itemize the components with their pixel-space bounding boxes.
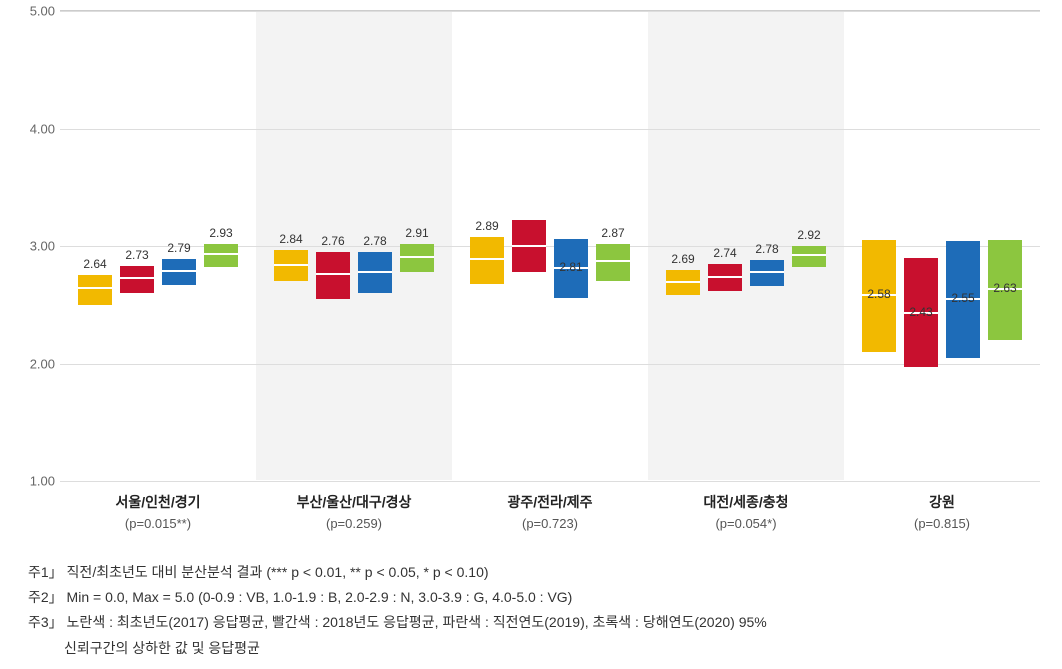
mean-line xyxy=(750,271,784,273)
range-bar: 2.63 xyxy=(988,240,1022,340)
mean-line xyxy=(792,254,826,256)
mean-line xyxy=(358,271,392,273)
ytick-label: 5.00 xyxy=(15,4,55,19)
range-bar: 2.93 xyxy=(204,244,238,268)
value-label: 2.74 xyxy=(703,246,747,260)
value-label: 2.84 xyxy=(269,232,313,246)
bar-group: 2.582.432.552.63 xyxy=(844,11,1040,480)
ytick-label: 2.00 xyxy=(15,356,55,371)
value-label: 2.79 xyxy=(157,241,201,255)
range-bar: 2.64 xyxy=(78,275,112,304)
range-bar: 2.89 xyxy=(470,237,504,284)
value-label: 2.81 xyxy=(549,260,593,274)
value-label: 2.58 xyxy=(857,287,901,301)
plot-area: 1.002.003.004.005.002.642.732.792.932.84… xyxy=(60,10,1040,480)
ytick-label: 3.00 xyxy=(15,239,55,254)
mean-line xyxy=(274,264,308,266)
mean-line xyxy=(162,270,196,272)
x-category-label: 광주/전라/제주 xyxy=(507,492,592,512)
p-value-label: (p=0.259) xyxy=(326,516,382,531)
x-category-label: 강원 xyxy=(929,492,955,512)
range-bar: 2.87 xyxy=(596,244,630,282)
range-bar: 2.43 xyxy=(904,258,938,367)
range-bar: 2.76 xyxy=(316,252,350,299)
value-label: 2.64 xyxy=(73,257,117,271)
range-bar: 2.69 xyxy=(666,270,700,296)
value-label: 2.93 xyxy=(199,226,243,240)
footnote-3: 주3」 노란색 : 최초년도(2017) 응답평균, 빨간색 : 2018년도 … xyxy=(28,610,1028,635)
range-bar: 2.78 xyxy=(358,252,392,293)
x-category-label: 부산/울산/대구/경상 xyxy=(297,492,412,512)
footnote-1: 주1」 직전/최초년도 대비 분산분석 결과 (*** p < 0.01, **… xyxy=(28,560,1028,585)
value-label: 2.63 xyxy=(983,281,1027,295)
range-bar: 2.58 xyxy=(862,240,896,352)
range-bar: 2.74 xyxy=(708,264,742,291)
mean-line xyxy=(512,245,546,247)
bar-group: 2.892.812.87 xyxy=(452,11,648,480)
range-bar xyxy=(512,220,546,272)
value-label: 2.55 xyxy=(941,291,985,305)
mean-line xyxy=(666,281,700,283)
value-label: 2.78 xyxy=(745,242,789,256)
bar-group: 2.692.742.782.92 xyxy=(648,11,844,480)
x-axis: 서울/인천/경기 (p=0.015**) 부산/울산/대구/경상 (p=0.259) 광… xyxy=(60,480,1040,540)
range-bar: 2.84 xyxy=(274,250,308,282)
value-label: 2.91 xyxy=(395,226,439,240)
ytick-label: 4.00 xyxy=(15,121,55,136)
mean-line xyxy=(78,287,112,289)
range-bar: 2.79 xyxy=(162,259,196,285)
x-category-label: 대전/세종/충청 xyxy=(703,492,788,512)
x-category-label: 서울/인천/경기 xyxy=(115,492,200,512)
value-label: 2.76 xyxy=(311,234,355,248)
range-bar: 2.92 xyxy=(792,246,826,267)
value-label: 2.87 xyxy=(591,226,635,240)
value-label: 2.43 xyxy=(899,305,943,319)
mean-line xyxy=(400,256,434,258)
range-bar: 2.81 xyxy=(554,239,588,298)
value-label: 2.89 xyxy=(465,219,509,233)
p-value-label: (p=0.723) xyxy=(522,516,578,531)
chart-container: 1.002.003.004.005.002.642.732.792.932.84… xyxy=(0,0,1062,669)
footnote-3b: 신뢰구간의 상하한 값 및 응답평균 xyxy=(28,636,1028,661)
mean-line xyxy=(708,276,742,278)
mean-line xyxy=(470,258,504,260)
p-value-label: (p=0.015**) xyxy=(125,516,191,531)
bar-group: 2.842.762.782.91 xyxy=(256,11,452,480)
value-label: 2.92 xyxy=(787,228,831,242)
mean-line xyxy=(316,273,350,275)
value-label: 2.73 xyxy=(115,248,159,262)
value-label: 2.78 xyxy=(353,234,397,248)
p-value-label: (p=0.054*) xyxy=(715,516,776,531)
range-bar: 2.55 xyxy=(946,241,980,357)
footnote-2: 주2」 Min = 0.0, Max = 5.0 (0-0.9 : VB, 1.… xyxy=(28,585,1028,610)
bar-group: 2.642.732.792.93 xyxy=(60,11,256,480)
mean-line xyxy=(204,253,238,255)
ytick-label: 1.00 xyxy=(15,474,55,489)
value-label: 2.69 xyxy=(661,252,705,266)
range-bar: 2.91 xyxy=(400,244,434,272)
range-bar: 2.78 xyxy=(750,260,784,286)
p-value-label: (p=0.815) xyxy=(914,516,970,531)
mean-line xyxy=(120,277,154,279)
mean-line xyxy=(596,260,630,262)
footnotes: 주1」 직전/최초년도 대비 분산분석 결과 (*** p < 0.01, **… xyxy=(28,560,1028,661)
range-bar: 2.73 xyxy=(120,266,154,293)
